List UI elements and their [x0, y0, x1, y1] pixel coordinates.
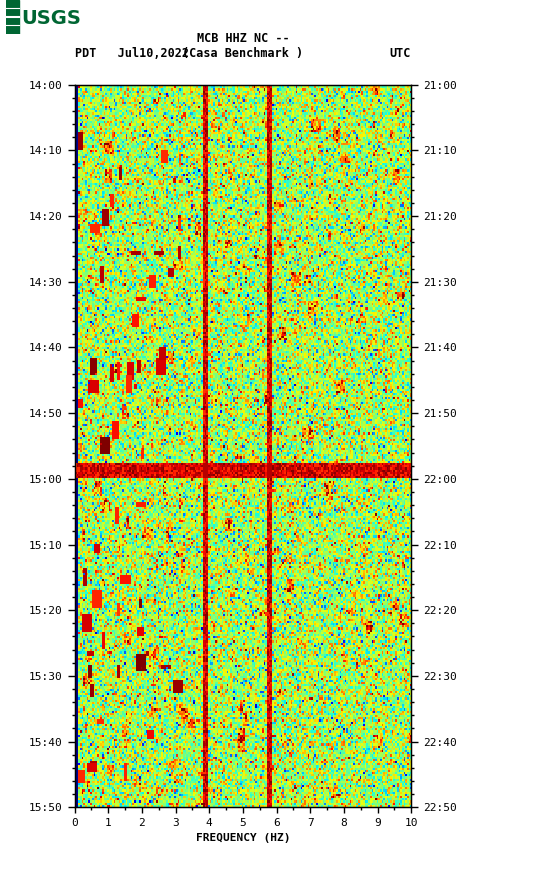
X-axis label: FREQUENCY (HZ): FREQUENCY (HZ): [195, 833, 290, 843]
Text: (Casa Benchmark ): (Casa Benchmark ): [182, 47, 304, 60]
Text: MCB HHZ NC --: MCB HHZ NC --: [197, 32, 289, 45]
Text: UTC: UTC: [390, 47, 411, 60]
Text: PDT   Jul10,2022: PDT Jul10,2022: [75, 47, 189, 60]
Text: USGS: USGS: [22, 9, 82, 29]
Bar: [6, 0, 19, 34]
